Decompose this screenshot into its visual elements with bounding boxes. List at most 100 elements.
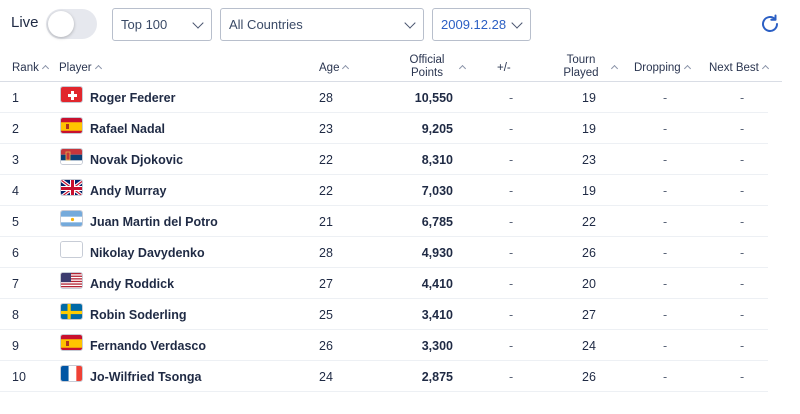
live-toggle[interactable]	[46, 9, 97, 39]
col-age-label: Age	[319, 62, 340, 74]
dropping-cell: -	[663, 277, 668, 291]
chevron-down-icon	[511, 17, 523, 29]
top-select[interactable]: Top 100	[112, 8, 212, 41]
sort-caret-icon	[458, 64, 467, 73]
points-cell: 3,410	[421, 308, 453, 322]
age-cell: 22	[319, 153, 333, 167]
country-flag-icon	[60, 241, 83, 258]
player-name-link[interactable]: Roger Federer	[90, 91, 176, 105]
table-row[interactable]: 5 Juan Martin del Potro 21 6,785 - 22 - -	[0, 206, 768, 237]
live-label: Live	[11, 14, 39, 31]
player-name-link[interactable]: Robin Soderling	[90, 308, 187, 322]
date-select[interactable]: 2009.12.28	[432, 8, 531, 41]
played-cell: 23	[582, 153, 596, 167]
age-cell: 23	[319, 122, 333, 136]
dropping-cell: -	[663, 339, 668, 353]
next-best-cell: -	[740, 277, 745, 291]
col-played[interactable]: Tourn Played	[560, 54, 602, 80]
age-cell: 22	[319, 184, 333, 198]
player-name-link[interactable]: Juan Martin del Potro	[90, 215, 218, 229]
age-cell: 21	[319, 215, 333, 229]
chevron-down-icon	[404, 17, 416, 29]
sort-caret-icon	[683, 64, 691, 73]
player-name-link[interactable]: Rafael Nadal	[90, 122, 166, 136]
player-name-link[interactable]: Novak Djokovic	[90, 153, 184, 167]
col-dropping[interactable]: Dropping	[634, 62, 691, 74]
dropping-cell: -	[663, 308, 668, 322]
sort-caret-icon	[761, 64, 769, 73]
next-best-cell: -	[740, 91, 745, 105]
points-cell: 8,310	[421, 153, 453, 167]
player-name-link[interactable]: Jo-Wilfried Tsonga	[90, 370, 202, 384]
col-next-best[interactable]: Next Best	[709, 62, 769, 74]
rank-cell: 5	[12, 215, 19, 229]
country-flag-icon	[60, 179, 83, 196]
country-flag-icon	[60, 334, 83, 351]
played-cell: 19	[582, 184, 596, 198]
country-select[interactable]: All Countries	[220, 8, 424, 41]
table-row[interactable]: 2 Rafael Nadal 23 9,205 - 19 - -	[0, 113, 768, 144]
player-name-link[interactable]: Andy Murray	[90, 184, 167, 198]
col-age[interactable]: Age	[319, 62, 350, 74]
age-cell: 26	[319, 339, 333, 353]
table-row[interactable]: 3 Novak Djokovic 22 8,310 - 23 - -	[0, 144, 768, 175]
country-flag-icon	[60, 365, 83, 382]
player-name-link[interactable]: Fernando Verdasco	[90, 339, 207, 353]
next-best-cell: -	[740, 370, 745, 384]
sort-caret-icon	[94, 64, 102, 73]
next-best-cell: -	[740, 246, 745, 260]
rank-cell: 2	[12, 122, 19, 136]
top-select-value: Top 100	[121, 17, 168, 32]
table-row[interactable]: 7 Andy Roddick 27 4,410 - 20 - -	[0, 268, 768, 299]
age-cell: 28	[319, 91, 333, 105]
age-cell: 27	[319, 277, 333, 291]
age-cell: 28	[319, 246, 333, 260]
col-points[interactable]: Official Points	[402, 54, 452, 80]
country-flag-icon	[60, 272, 83, 289]
rank-cell: 10	[12, 370, 26, 384]
sort-caret-icon	[342, 64, 350, 73]
refresh-icon[interactable]	[758, 12, 782, 36]
diff-cell: -	[509, 277, 514, 291]
player-name-link[interactable]: Andy Roddick	[90, 277, 175, 291]
col-played-label-2: Played	[563, 67, 599, 79]
next-best-cell: -	[740, 184, 745, 198]
diff-cell: -	[509, 339, 514, 353]
dropping-cell: -	[663, 370, 668, 384]
diff-cell: -	[509, 122, 514, 136]
played-cell: 19	[582, 91, 596, 105]
table-row[interactable]: 10 Jo-Wilfried Tsonga 24 2,875 - 26 - -	[0, 361, 768, 392]
col-diff-label: +/-	[497, 62, 511, 74]
col-rank[interactable]: Rank	[12, 62, 49, 74]
player-name-link[interactable]: Nikolay Davydenko	[90, 246, 205, 260]
diff-cell: -	[509, 370, 514, 384]
table-row[interactable]: 6 Nikolay Davydenko 28 4,930 - 26 - -	[0, 237, 768, 268]
played-cell: 26	[582, 370, 596, 384]
dropping-cell: -	[663, 215, 668, 229]
next-best-cell: -	[740, 153, 745, 167]
table-row[interactable]: 8 Robin Soderling 25 3,410 - 27 - -	[0, 299, 768, 330]
country-flag-icon	[60, 210, 83, 227]
table-row[interactable]: 9 Fernando Verdasco 26 3,300 - 24 - -	[0, 330, 768, 361]
country-flag-icon	[60, 117, 83, 134]
rank-cell: 6	[12, 246, 19, 260]
age-cell: 25	[319, 308, 333, 322]
dropping-cell: -	[663, 91, 668, 105]
rank-cell: 7	[12, 277, 19, 291]
table-row[interactable]: 4 Andy Murray 22 7,030 - 19 - -	[0, 175, 768, 206]
col-player-label: Player	[59, 62, 92, 74]
played-cell: 22	[582, 215, 596, 229]
country-flag-icon	[60, 86, 83, 103]
diff-cell: -	[509, 153, 514, 167]
col-diff[interactable]: +/-	[497, 62, 511, 74]
country-flag-icon	[60, 303, 83, 320]
country-flag-icon	[60, 148, 83, 165]
points-cell: 3,300	[421, 339, 453, 353]
sort-caret-icon	[41, 64, 49, 73]
col-points-label-1: Official	[409, 54, 445, 66]
table-row[interactable]: 1 Roger Federer 28 10,550 - 19 - -	[0, 82, 768, 113]
played-cell: 24	[582, 339, 596, 353]
date-select-value: 2009.12.28	[441, 17, 507, 32]
diff-cell: -	[509, 91, 514, 105]
col-player[interactable]: Player	[59, 62, 102, 74]
